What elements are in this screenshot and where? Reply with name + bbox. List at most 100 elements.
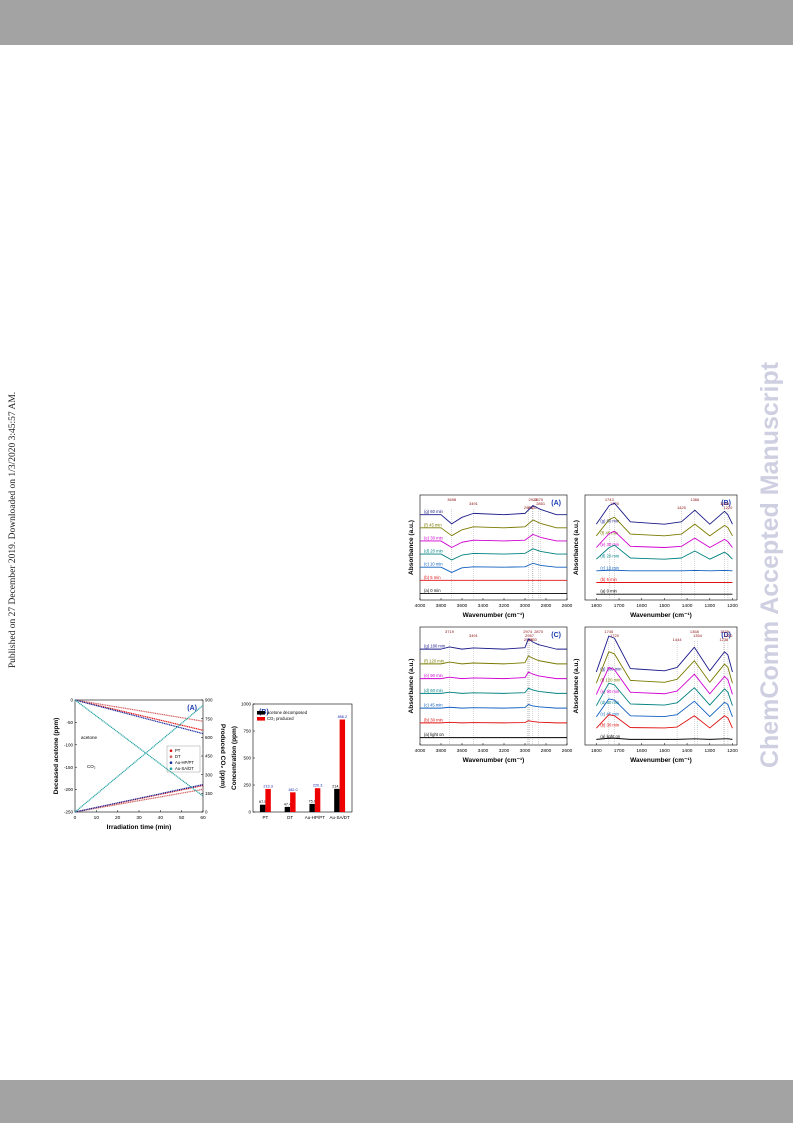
peak-label: 1235 [720,501,730,506]
data-line [74,788,204,813]
spectrum [595,667,733,695]
spectrum-label: (d) 20 min [424,549,444,554]
peak-label: 3719 [445,629,455,634]
peak-label: 1368 [690,629,700,634]
data-line [74,699,204,735]
y-tick-label: -100 [64,742,74,747]
peak-label: 2957 [525,633,535,638]
panel-title: (C) [551,632,561,639]
bar-value-label: 856.2 [338,715,348,719]
spectrum-label: (b) 5 min [600,577,617,582]
x-tick-label: 1300 [704,748,715,754]
spectrum [420,671,567,680]
x-tick-label: 3000 [520,748,531,754]
spectrum-label: (c) 45 min [424,703,443,708]
spectrum-label: (a) light on [600,734,620,739]
bar [259,804,266,812]
annotation: CO₂ [87,764,96,769]
y-axis-label: Deceased acetone (ppm) [53,718,60,795]
spectrum [596,544,733,560]
peak-label: 1220 [723,505,733,510]
y2-tick-label: 150 [205,791,213,796]
spectrum-label: (e) 90 min [600,689,620,694]
bar-value-label: 220.3 [313,784,323,788]
x-axis-label: Wavenumber (cm⁻¹) [463,757,525,764]
spectrum-label: (g) 180 min [424,644,446,649]
peak-label: 2870 [534,497,544,502]
spectrum [420,562,567,573]
x-axis-label: Wavenumber (cm⁻¹) [463,612,525,619]
spectrum-label: (f) 45 min [600,530,618,535]
spectrum-label: (d) 60 min [600,700,620,705]
spectrum-label: (a) light on [424,732,444,737]
spectrum-label: (e) 90 min [424,673,444,678]
x-tick-label: 1600 [636,748,647,754]
spectrum-label: (c) 10 min [600,565,619,570]
y2-tick-label: 300 [205,772,213,777]
peak-label: 1720 [610,633,620,638]
y-tick-label: -50 [66,720,73,725]
plot-frame [419,494,568,601]
y-axis-label: Absorbance (a.u.) [573,659,580,714]
legend-swatch [257,717,265,721]
annotation: acetone [81,735,98,740]
peak-label: 2924 [529,497,539,502]
x-tick-label: 4000 [415,603,426,609]
legend-label: PT [175,748,181,753]
y2-tick-label: 600 [205,735,213,740]
spectrum-label: (c) 10 min [424,562,443,567]
x-tick-label: 3000 [520,603,531,609]
footer-bar [0,1080,793,1123]
peak-label: 2974 [523,629,533,634]
data-line [74,699,204,722]
header-bar [0,0,793,45]
x-axis-label: Wavenumber (cm⁻¹) [630,757,692,764]
spectrum-label: (d) 20 min [600,554,620,559]
x-tick-label: 1200 [727,748,738,754]
plot-frame [584,626,738,746]
spectrum [420,655,567,665]
x-tick-label: 3600 [457,748,468,754]
bar-value-label: 213.3 [263,784,273,788]
x-tick-label: 1800 [591,603,602,609]
spectrum [596,737,733,740]
y-tick-label: 750 [243,729,251,734]
legend-marker [169,749,173,752]
spectrum-label: (g) 60 min [424,509,444,514]
y-tick-label: 0 [248,810,251,815]
bar [309,803,315,812]
x-tick-label: 1500 [659,603,670,609]
x-tick-label: 20 [115,815,121,821]
spectrum [596,714,733,729]
x-tick-label: 1800 [591,748,602,754]
y-axis-label: Concentration (ppm) [231,726,238,790]
x-tick-label: 1700 [614,748,625,754]
spectrum [420,533,567,548]
y-tick-label: 500 [243,756,251,761]
spectrum-label: (g) 60 min [600,519,620,524]
peak-label: 3491 [469,633,479,638]
spectrum [595,698,733,718]
peak-label: 2930 [528,505,538,510]
x-axis-label: Wavenumber (cm⁻¹) [630,612,692,619]
panel-title: (A) [551,500,561,507]
side-note: Published on 27 December 2019. Downloade… [8,392,18,668]
spectrum-label: (d) 60 min [424,688,444,693]
legend-label: Au-HP/PT [175,760,194,765]
y2-tick-label: 0 [205,810,208,815]
bar [314,788,321,812]
x-tick-label: 3800 [436,603,447,609]
y-tick-label: -250 [64,810,74,815]
plot-frame [74,699,204,813]
y-axis-label: Absorbance (a.u.) [408,659,415,714]
spectrum-label: (e) 30 min [600,542,620,547]
spectrum-label: (f) 45 min [424,522,442,527]
bar [334,788,340,812]
legend-marker [169,767,173,770]
spectrum [420,638,567,650]
y-tick-label: 0 [70,698,73,703]
spectrum [596,569,733,572]
y-tick-label: -150 [64,765,74,770]
peak-label: 1425 [677,505,687,510]
